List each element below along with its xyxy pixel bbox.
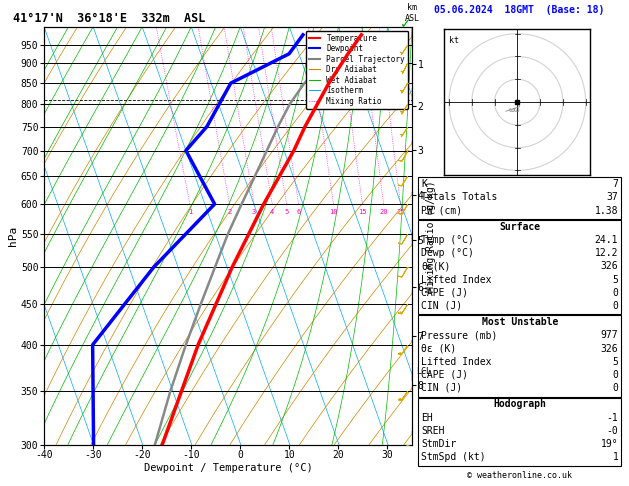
Text: 0: 0 [613, 288, 618, 298]
Legend: Temperature, Dewpoint, Parcel Trajectory, Dry Adiabat, Wet Adiabat, Isotherm, Mi: Temperature, Dewpoint, Parcel Trajectory… [306, 31, 408, 109]
Text: StmDir: StmDir [421, 439, 457, 449]
Text: 12.2: 12.2 [595, 248, 618, 259]
Text: 5: 5 [613, 275, 618, 285]
Text: -: - [405, 440, 409, 450]
Text: 1: 1 [187, 209, 192, 215]
Text: 37: 37 [606, 192, 618, 203]
Text: -: - [405, 262, 409, 272]
Text: Totals Totals: Totals Totals [421, 192, 498, 203]
Text: 25: 25 [396, 209, 404, 215]
Text: ✓: ✓ [400, 17, 411, 31]
Text: 326: 326 [601, 261, 618, 272]
Text: 7: 7 [613, 179, 618, 190]
Text: CIN (J): CIN (J) [421, 383, 462, 393]
Text: -: - [405, 145, 409, 156]
Text: 0: 0 [613, 301, 618, 311]
Text: 0: 0 [613, 370, 618, 380]
Y-axis label: Mixing Ratio (g/kg): Mixing Ratio (g/kg) [426, 180, 436, 292]
Text: 10: 10 [329, 209, 338, 215]
Text: ωω: ωω [508, 107, 520, 113]
Text: -1: -1 [606, 413, 618, 423]
Text: © weatheronline.co.uk: © weatheronline.co.uk [467, 471, 572, 480]
Text: CAPE (J): CAPE (J) [421, 288, 469, 298]
Text: 1: 1 [613, 452, 618, 462]
Text: 1.38: 1.38 [595, 206, 618, 216]
Text: 20: 20 [379, 209, 388, 215]
Text: 5: 5 [284, 209, 289, 215]
Text: CAPE (J): CAPE (J) [421, 370, 469, 380]
Text: 3: 3 [252, 209, 256, 215]
X-axis label: Dewpoint / Temperature (°C): Dewpoint / Temperature (°C) [143, 463, 313, 473]
Text: θε(K): θε(K) [421, 261, 451, 272]
Text: SREH: SREH [421, 426, 445, 436]
Text: 24.1: 24.1 [595, 235, 618, 245]
Text: CIN (J): CIN (J) [421, 301, 462, 311]
Text: Temp (°C): Temp (°C) [421, 235, 474, 245]
Text: 41°17'N  36°18'E  332m  ASL: 41°17'N 36°18'E 332m ASL [13, 12, 205, 25]
Text: Lifted Index: Lifted Index [421, 275, 492, 285]
Text: 05.06.2024  18GMT  (Base: 18): 05.06.2024 18GMT (Base: 18) [434, 5, 604, 15]
Text: PW (cm): PW (cm) [421, 206, 462, 216]
Text: km
ASL: km ASL [404, 3, 420, 22]
Text: 15: 15 [358, 209, 367, 215]
Text: 6: 6 [296, 209, 301, 215]
Text: K: K [421, 179, 427, 190]
Text: 977: 977 [601, 330, 618, 341]
Text: θε (K): θε (K) [421, 344, 457, 354]
Text: 19°: 19° [601, 439, 618, 449]
Text: Pressure (mb): Pressure (mb) [421, 330, 498, 341]
Text: Dewp (°C): Dewp (°C) [421, 248, 474, 259]
Text: 5: 5 [613, 357, 618, 367]
Text: 0: 0 [613, 383, 618, 393]
Text: LCL: LCL [416, 367, 431, 376]
Text: 326: 326 [601, 344, 618, 354]
Text: EH: EH [421, 413, 433, 423]
Text: -: - [405, 78, 409, 88]
Text: StmSpd (kt): StmSpd (kt) [421, 452, 486, 462]
Text: Most Unstable: Most Unstable [482, 317, 558, 328]
Text: kt: kt [449, 36, 459, 46]
Text: Surface: Surface [499, 222, 540, 232]
Text: 4: 4 [270, 209, 274, 215]
Y-axis label: hPa: hPa [8, 226, 18, 246]
Text: 2: 2 [228, 209, 231, 215]
Text: Hodograph: Hodograph [493, 399, 547, 410]
Text: Lifted Index: Lifted Index [421, 357, 492, 367]
Text: -0: -0 [606, 426, 618, 436]
